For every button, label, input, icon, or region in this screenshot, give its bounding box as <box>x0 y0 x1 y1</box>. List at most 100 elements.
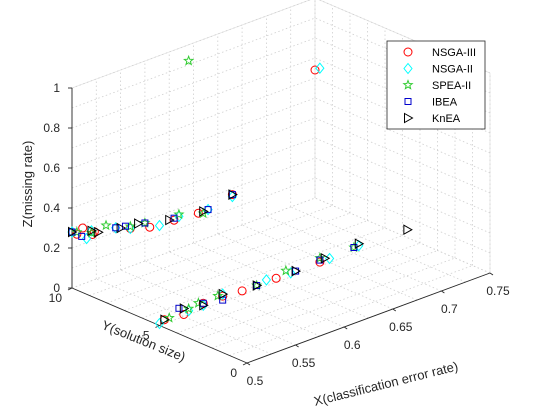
data-point <box>315 62 325 75</box>
x-tick-label-text: 0.6 <box>344 338 361 352</box>
x-tick-label: 0.55 <box>292 356 316 370</box>
legend: NSGA-III NSGA-II SPEA-II IBEA KnEA <box>386 40 486 130</box>
legend-label-nsga-iii: NSGA-III <box>432 47 476 59</box>
x-axis-line <box>246 272 491 364</box>
data-point <box>165 214 175 226</box>
data-point <box>173 208 185 220</box>
data-point <box>78 223 88 233</box>
legend-box <box>386 40 486 130</box>
legend-marker-knea <box>404 112 414 124</box>
y-tick-label: 10 <box>49 291 63 305</box>
series-knea <box>68 189 413 326</box>
data-point <box>154 317 165 330</box>
x-tick-mark <box>343 326 348 330</box>
data-point <box>145 222 155 232</box>
data-point <box>78 232 86 240</box>
z-tick-label-text: 1 <box>53 81 60 95</box>
z-tick-label-text: 0.4 <box>43 201 60 215</box>
y-axis-label: Y(solution size) <box>100 317 188 364</box>
data-point <box>218 288 228 300</box>
legend-marker-ibea <box>404 98 412 105</box>
data-point <box>237 286 247 296</box>
x-tick-mark <box>441 290 445 294</box>
data-point <box>163 311 175 323</box>
x-tick-label: 0.75 <box>486 284 510 298</box>
data-point <box>310 65 320 75</box>
x-tick-label-text: 0.5 <box>247 374 264 388</box>
data-point <box>100 219 112 231</box>
y-tick-label: 0 <box>230 366 237 380</box>
z-tick-label: 0.6 <box>43 161 60 175</box>
series-nsga-iii <box>72 65 325 325</box>
data-point <box>193 208 203 218</box>
z-tick-label: 0.8 <box>43 121 60 135</box>
x-tick-label: 0.65 <box>389 320 413 334</box>
series-nsga-ii <box>67 62 364 330</box>
x-tick-label-text: 0.75 <box>486 284 510 298</box>
data-point <box>271 273 281 283</box>
floor-grid-line <box>211 257 456 349</box>
legend-entry-nsga-ii: NSGA-II <box>403 62 473 76</box>
y-tick-label-text: 5 <box>143 329 150 343</box>
data-point <box>160 314 170 326</box>
floor-grid-line <box>159 235 403 326</box>
data-point <box>112 224 120 232</box>
x-axis-label: X(classification error rate) <box>312 358 459 408</box>
z-tick-label: 0 <box>53 281 60 295</box>
data-point <box>403 224 413 236</box>
data-point <box>261 274 272 286</box>
legend-entry-spea-ii: SPEA-II <box>402 79 471 92</box>
legend-entry-ibea: IBEA <box>404 97 458 109</box>
data-point <box>280 264 292 276</box>
data-point <box>81 232 92 245</box>
y-tick-mark <box>242 362 248 366</box>
z-tick-label: 0.4 <box>43 201 60 215</box>
data-point <box>316 256 324 264</box>
x-tick-label-text: 0.65 <box>389 320 413 334</box>
x-tick-mark <box>392 308 397 312</box>
data-point <box>94 226 104 238</box>
legend-label-ibea: IBEA <box>432 97 458 109</box>
y-tick-label-text: 0 <box>230 366 237 380</box>
x-tick-label: 0.7 <box>441 302 458 316</box>
x-tick-mark <box>246 362 251 366</box>
z-tick-label: 0.2 <box>43 241 60 255</box>
data-point <box>315 257 325 267</box>
data-point <box>320 252 331 264</box>
legend-label-nsga-ii: NSGA-II <box>432 64 473 76</box>
data-point <box>175 304 183 312</box>
data-point <box>179 303 190 314</box>
legend-marker-spea-ii <box>402 79 414 90</box>
data-point <box>68 226 78 238</box>
data-point <box>87 225 97 237</box>
data-point <box>199 299 209 311</box>
floor-grid-line <box>193 242 369 319</box>
legend-entry-nsga-iii: NSGA-III <box>403 47 476 59</box>
x-tick-label-text: 0.7 <box>441 302 458 316</box>
data-point <box>86 224 97 237</box>
z-tick-label: 1 <box>53 81 60 95</box>
floor-grid-line <box>96 278 272 355</box>
axis-labels: X(classification error rate) Y(solution … <box>20 141 460 409</box>
back-pane-edge <box>71 0 311 89</box>
z-axis-label: Z(missing rate) <box>20 141 35 228</box>
x-tick-label: 0.5 <box>247 374 264 388</box>
legend-label-spea-ii: SPEA-II <box>432 80 471 92</box>
legend-entry-knea: KnEA <box>404 112 461 125</box>
x-tick-label-text: 0.55 <box>292 356 316 370</box>
data-point <box>354 238 365 250</box>
data-point <box>228 189 238 200</box>
data-point <box>134 218 144 229</box>
x-tick-label: 0.6 <box>344 338 361 352</box>
legend-marker-nsga-ii <box>403 62 413 75</box>
data-point <box>116 222 127 234</box>
floor-grid-line <box>89 205 333 296</box>
data-point <box>291 265 302 277</box>
data-point <box>183 54 195 66</box>
floor-grid-line <box>141 227 386 319</box>
y-tick-label-text: 10 <box>49 291 63 305</box>
legend-label-knea: KnEA <box>432 113 461 125</box>
floor-grid-line <box>217 233 393 310</box>
